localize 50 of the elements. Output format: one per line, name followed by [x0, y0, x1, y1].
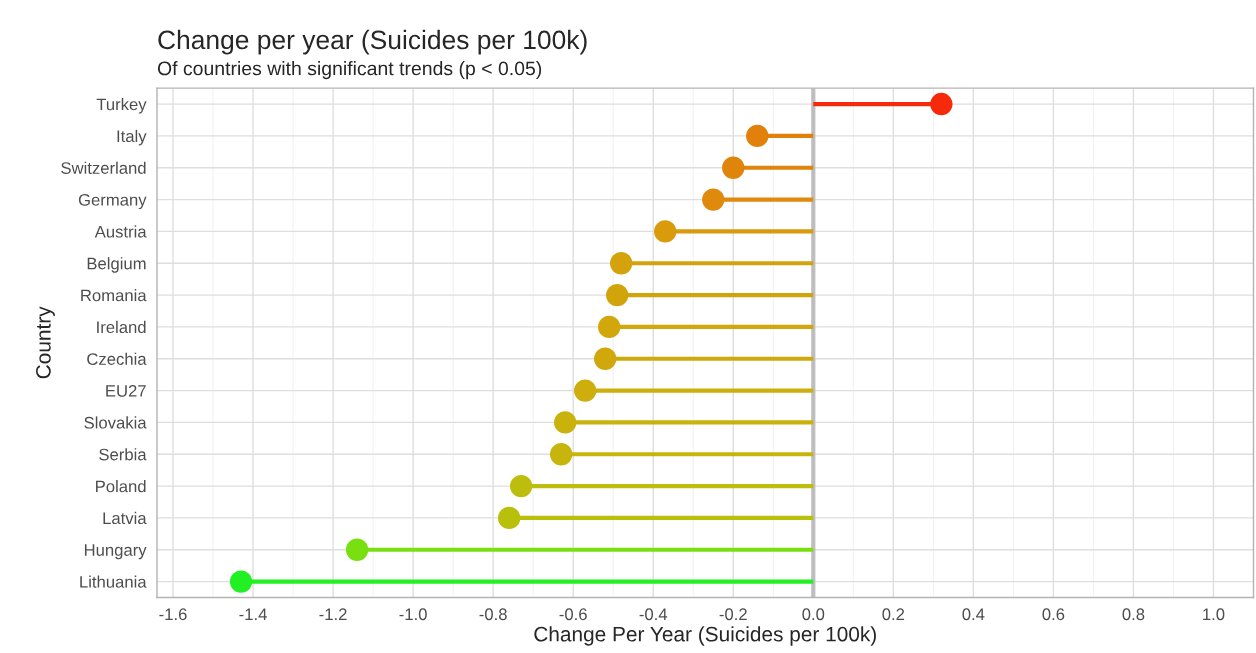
x-tick-label: 0.6 [1042, 608, 1065, 621]
x-tick-label: -0.8 [479, 608, 507, 621]
point [722, 156, 745, 179]
y-tick-label: Hungary [84, 544, 147, 560]
point [610, 252, 633, 275]
y-tick-label: Ireland [97, 320, 146, 334]
point [573, 379, 597, 402]
x-tick-label: 0.4 [962, 608, 985, 621]
chart-subtitle: Of countries with significant trends (p < 0.05) [157, 61, 542, 80]
y-tick-label: Czechia [87, 352, 147, 365]
x-tick-label: -1.4 [239, 608, 267, 620]
y-tick-label: EU27 [106, 384, 146, 397]
y-tick-label: Romania [81, 289, 147, 302]
y-tick-label: Austria [94, 225, 147, 238]
x-tick-label: -1.0 [399, 608, 427, 621]
y-tick-label: Serbia [99, 448, 147, 461]
point [746, 124, 769, 148]
point [594, 347, 617, 370]
point [549, 443, 573, 466]
x-tick-label: -1.6 [159, 608, 187, 621]
y-tick-label: Germany [78, 193, 147, 210]
x-tick-label: 0.2 [882, 608, 905, 621]
y-tick-label: Lithuania [80, 575, 147, 588]
x-tick-label: -0.4 [639, 608, 668, 621]
y-tick-label: Switzerland [61, 161, 146, 174]
y-tick-label: Italy [117, 129, 147, 146]
y-tick-label: Slovakia [84, 416, 147, 429]
point [553, 411, 577, 434]
x-tick-label: -0.2 [719, 608, 747, 621]
point [229, 570, 253, 593]
y-tick-label: Turkey [96, 98, 147, 114]
point [509, 474, 533, 498]
x-tick-label: 0.8 [1122, 608, 1145, 621]
point [930, 92, 953, 116]
y-tick-label: Belgium [87, 257, 146, 273]
x-axis-title: Change Per Year (Suicides per 100k) [534, 626, 876, 646]
point [345, 538, 369, 561]
x-tick-label: 1.0 [1203, 608, 1225, 621]
chart-title: Change per year (Suicides per 100k) [158, 29, 587, 55]
y-tick-label: Latvia [103, 511, 147, 525]
point [598, 315, 621, 339]
point [654, 220, 677, 243]
y-axis-title: Country [36, 306, 55, 379]
point [702, 188, 725, 211]
point [606, 283, 629, 307]
x-tick-label: -1.2 [319, 608, 347, 620]
y-tick-label: Poland [96, 480, 146, 493]
x-tick-label: 0.0 [802, 608, 825, 621]
point [497, 506, 521, 530]
x-tick-label: -0.6 [559, 608, 587, 621]
